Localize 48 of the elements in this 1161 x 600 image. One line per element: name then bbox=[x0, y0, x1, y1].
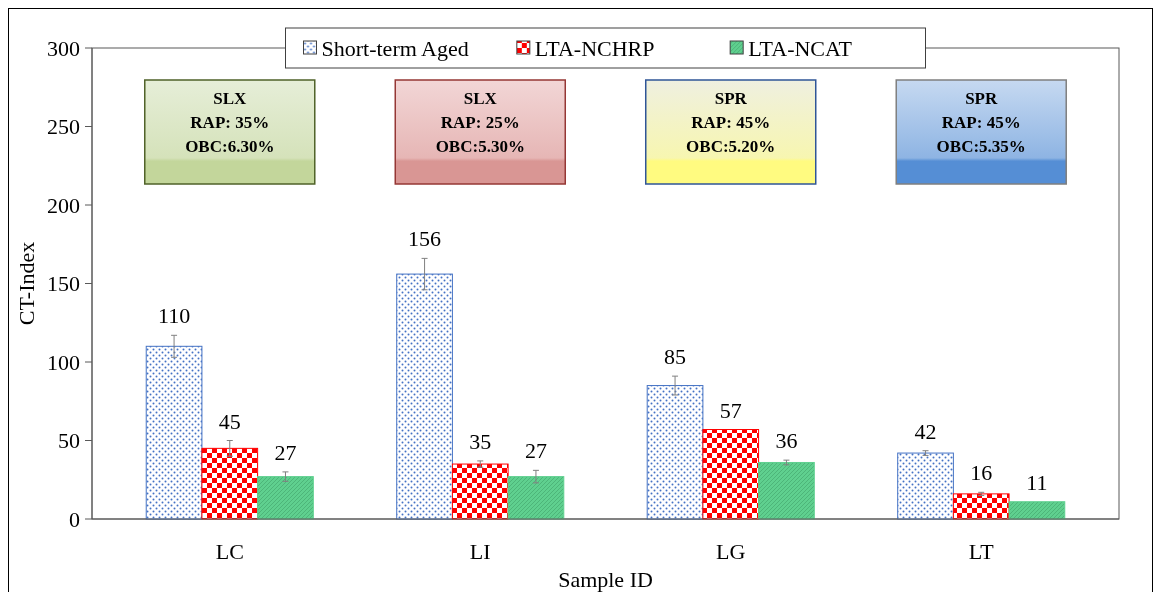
y-tick-label: 300 bbox=[47, 35, 80, 61]
bar bbox=[451, 463, 509, 520]
x-axis-title: Sample ID bbox=[558, 567, 653, 592]
data-label: 35 bbox=[469, 428, 492, 454]
y-tick-label: 50 bbox=[58, 428, 80, 454]
y-tick-label: 0 bbox=[69, 506, 80, 532]
data-label: 156 bbox=[408, 226, 442, 252]
data-label: 42 bbox=[914, 418, 937, 444]
bar bbox=[702, 429, 760, 520]
bar bbox=[646, 385, 704, 520]
bar bbox=[952, 493, 1010, 520]
bar bbox=[145, 345, 203, 520]
legend-label: LTA-NCAT bbox=[748, 35, 853, 61]
y-tick-label: 250 bbox=[47, 114, 80, 140]
bar bbox=[257, 476, 314, 520]
bar bbox=[396, 273, 453, 520]
x-tick-label: LG bbox=[716, 539, 746, 564]
bar bbox=[758, 461, 815, 520]
y-tick-label: 150 bbox=[47, 271, 80, 297]
annotation: SLX RAP: 25% OBC:5.30% bbox=[435, 89, 525, 156]
annotation: SLX RAP: 35% OBC:6.30% bbox=[185, 89, 275, 156]
data-label: 57 bbox=[719, 397, 742, 423]
y-tick-label: 100 bbox=[47, 349, 80, 375]
data-label: 85 bbox=[664, 344, 687, 370]
note-box: SLX RAP: 25% OBC:5.30% bbox=[394, 79, 566, 185]
bar bbox=[1008, 501, 1066, 520]
x-tick-label: LT bbox=[968, 539, 995, 564]
note-box: SLX RAP: 35% OBC:6.30% bbox=[144, 79, 316, 185]
note-box: SPR RAP: 45% OBC:5.20% bbox=[645, 79, 817, 185]
data-label: 45 bbox=[218, 408, 241, 434]
bar bbox=[201, 447, 259, 520]
legend-label: LTA-NCHRP bbox=[534, 35, 655, 61]
data-label: 16 bbox=[970, 460, 993, 486]
data-label: 27 bbox=[524, 438, 547, 464]
data-label: 110 bbox=[157, 303, 191, 329]
legend-label: Short-term Aged bbox=[321, 35, 469, 61]
bar bbox=[897, 452, 954, 520]
x-tick-label: LI bbox=[469, 539, 491, 564]
annotation: SPR RAP: 45% OBC:5.35% bbox=[936, 89, 1026, 156]
y-axis-title: CT-Index bbox=[14, 241, 39, 326]
x-tick-label: LC bbox=[215, 539, 244, 564]
note-box: SPR RAP: 45% OBC:5.35% bbox=[895, 79, 1067, 185]
bar bbox=[507, 476, 565, 520]
y-tick-label: 200 bbox=[47, 192, 80, 218]
data-label: 36 bbox=[775, 428, 798, 454]
annotation: SPR RAP: 45% OBC:5.20% bbox=[686, 89, 776, 156]
data-label: 11 bbox=[1026, 469, 1048, 495]
data-label: 27 bbox=[274, 439, 297, 465]
